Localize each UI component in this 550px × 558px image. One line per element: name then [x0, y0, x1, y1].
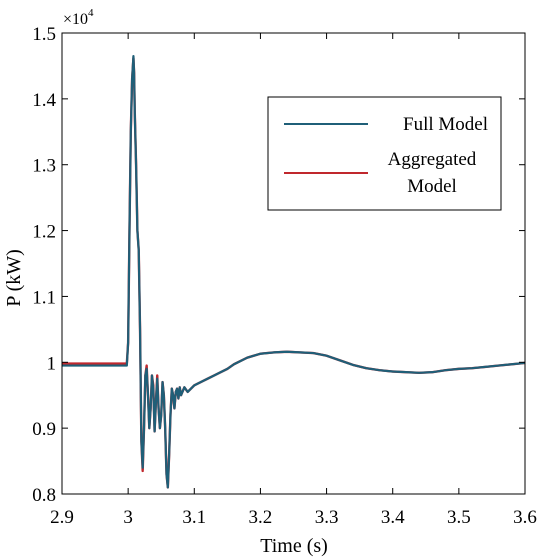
legend: Full Model Aggregated Model: [267, 96, 502, 211]
y-tick-label: 1.2: [32, 222, 56, 243]
axes-layer: 2.9 3 3.1 3.2 3.3 3.4 3.5 3.6 0.8 0.9 1 1.1 1.2 1.3 1.…: [32, 24, 537, 528]
legend-label-full-model: Full Model: [403, 114, 488, 135]
x-axis-title: Time (s): [260, 535, 328, 557]
series-layer: [62, 54, 526, 489]
y-tick-label: 1.5: [32, 24, 56, 45]
x-tick-label: 2.9: [50, 507, 74, 528]
y-tick-label: 1: [47, 353, 57, 374]
y-tick-label: 1.4: [32, 90, 56, 111]
y-axis-multiplier: ×104: [63, 7, 94, 28]
x-tick-label: 3: [123, 507, 133, 528]
plot-frame: [61, 32, 526, 495]
x-tick-label: 3.3: [315, 507, 339, 528]
x-tick-label: 3.2: [249, 507, 273, 528]
legend-box: [267, 96, 502, 211]
legend-label-aggregated-model-line1: Aggregated: [388, 149, 477, 170]
y-tick-label: 1.1: [32, 287, 56, 308]
y-tick-label: 0.9: [32, 419, 56, 440]
legend-label-aggregated-model-line2: Model: [407, 176, 457, 197]
x-tick-label: 3.6: [513, 507, 537, 528]
y-axis-title: P (kW): [3, 249, 25, 307]
series-line-full-model: [62, 54, 526, 489]
x-tick-label: 3.5: [447, 507, 471, 528]
x-tick-label: 3.1: [182, 507, 206, 528]
y-tick-label: 1.3: [32, 156, 56, 177]
y-tick-label: 0.8: [32, 485, 56, 506]
x-tick-label: 3.4: [381, 507, 405, 528]
